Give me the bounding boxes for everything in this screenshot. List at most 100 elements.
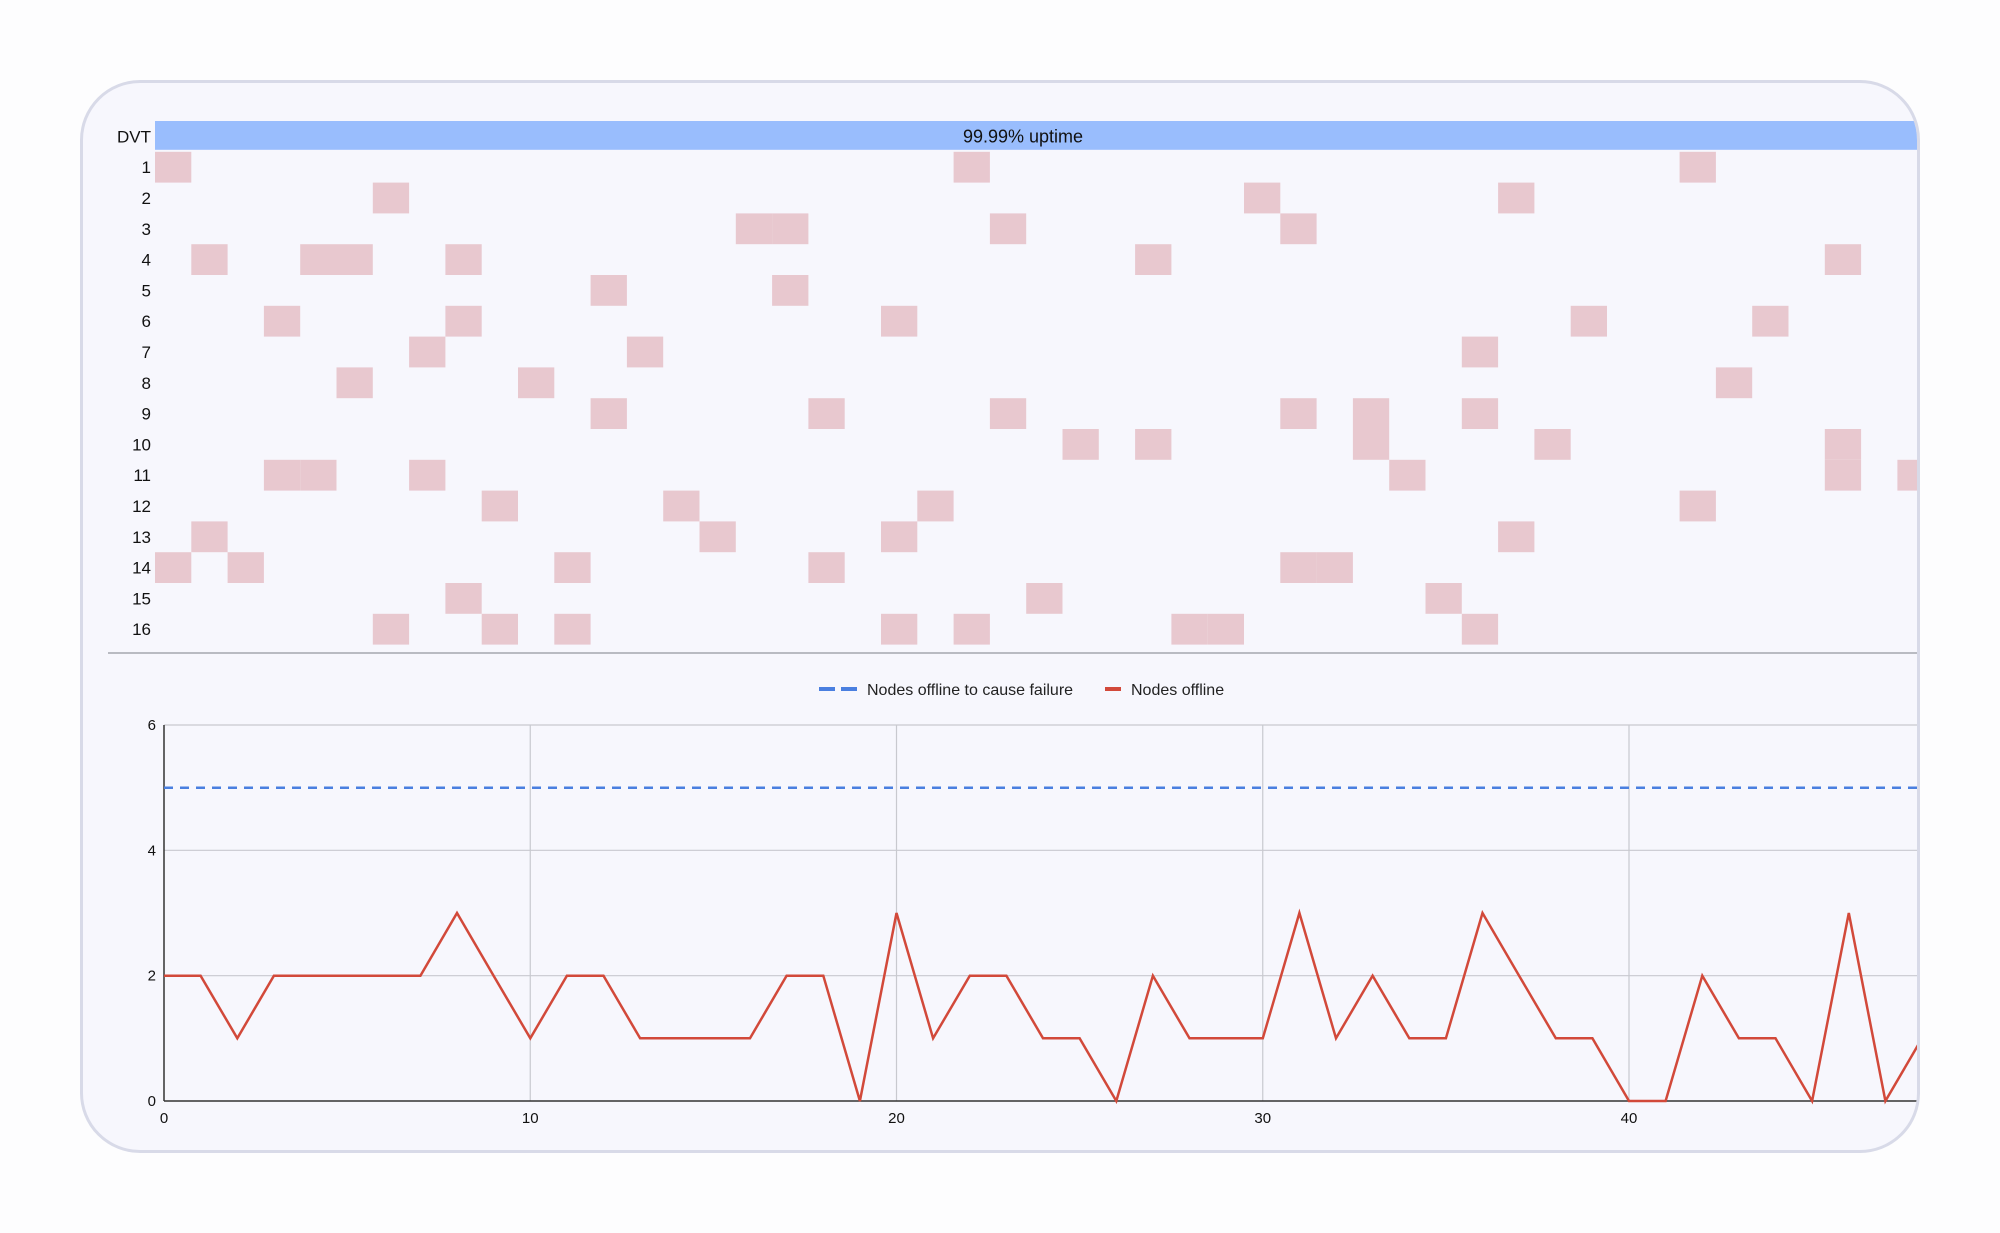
offline-cell — [1352, 398, 1390, 429]
offline-cell — [227, 552, 264, 583]
x-tick-label: 0 — [160, 1110, 168, 1127]
offline-cell — [735, 213, 773, 245]
offline-cell — [1679, 490, 1716, 522]
offline-cell — [155, 151, 192, 183]
offline-cell — [1824, 429, 1862, 460]
offline-cell — [1679, 151, 1716, 183]
y-tick-label: 2 — [148, 968, 156, 985]
node-row-label: 13 — [132, 528, 151, 547]
offline-cell — [263, 305, 301, 337]
offline-cell — [1498, 521, 1535, 553]
offline-cell — [699, 521, 736, 553]
summary-row-label: DVT — [117, 127, 151, 146]
offline-cell — [808, 398, 845, 429]
offline-cell — [1824, 244, 1862, 275]
offline-cell — [1244, 182, 1281, 214]
offline-cell — [1280, 213, 1317, 245]
node-row-label: 1 — [142, 158, 151, 177]
offline-cell — [409, 336, 446, 368]
y-tick-label: 4 — [148, 842, 156, 859]
x-tick-label: 40 — [1621, 1110, 1638, 1127]
nodes-offline-line-chart: 0 2 4 6 0 10 20 30 40 — [148, 717, 1917, 1127]
offline-cell — [518, 367, 555, 399]
node-row-label: 3 — [142, 220, 151, 239]
legend-label: Nodes offline — [1131, 682, 1224, 699]
legend: Nodes offline to cause failure Nodes offl… — [819, 682, 1224, 699]
offline-cell — [481, 490, 518, 522]
offline-cell — [1570, 305, 1607, 337]
offline-cell — [953, 151, 990, 183]
offline-cell — [626, 336, 664, 368]
node-row-label: 2 — [142, 189, 151, 208]
node-row-label: 4 — [142, 251, 151, 270]
offline-cell — [881, 521, 918, 553]
offline-cell — [989, 213, 1027, 245]
legend-label: Nodes offline to cause failure — [867, 682, 1073, 699]
offline-cell — [808, 552, 845, 583]
offline-cell — [1534, 429, 1571, 460]
offline-cell — [881, 613, 918, 645]
offline-cell — [1389, 459, 1426, 491]
offline-cell — [772, 275, 809, 306]
offline-cell — [1461, 613, 1499, 645]
offline-cell — [300, 459, 337, 491]
y-tick-label: 6 — [148, 717, 156, 734]
nodes-offline-line — [164, 908, 1917, 1105]
x-tick-label: 10 — [522, 1110, 539, 1127]
offline-cell — [481, 613, 518, 645]
node-row-label: 11 — [133, 466, 151, 485]
offline-cell — [372, 613, 410, 645]
node-row-label: 8 — [142, 374, 151, 393]
offline-cell — [772, 213, 809, 245]
offline-cell — [1135, 429, 1172, 460]
offline-cell — [1752, 305, 1789, 337]
offline-cell — [191, 521, 228, 553]
node-row-label: 5 — [142, 281, 151, 300]
offline-cell — [1135, 244, 1172, 275]
offline-cell — [663, 490, 700, 522]
offline-cell — [1280, 398, 1317, 429]
uptime-chart: DVT 99.99% uptime12345678910111213141516 … — [108, 121, 1917, 1127]
uptime-text: 99.99% uptime — [963, 126, 1083, 146]
chart-card: DVT 99.99% uptime 1 2 3 4 5 6 7 8 9 10 11 12 13 14 15 16 … — [80, 80, 1920, 1153]
offline-cell — [300, 244, 337, 275]
offline-cell — [590, 398, 627, 429]
offline-cell — [989, 398, 1027, 429]
node-row-label: 14 — [132, 559, 151, 578]
offline-cell — [1461, 398, 1499, 429]
offline-cell — [554, 613, 591, 645]
offline-cell — [336, 367, 373, 399]
offline-cell — [1026, 583, 1063, 614]
node-row-label: 10 — [132, 435, 151, 454]
offline-cell — [372, 182, 410, 214]
node-row-label: 16 — [132, 620, 151, 639]
offline-cell — [1498, 182, 1535, 214]
offline-cell — [1824, 459, 1862, 491]
offline-cell — [1897, 459, 1917, 491]
offline-cell — [336, 244, 373, 275]
node-row-label: 15 — [132, 589, 151, 608]
offline-cell — [1461, 336, 1499, 368]
x-tick-label: 30 — [1254, 1110, 1271, 1127]
offline-cell — [1171, 613, 1208, 645]
node-row-label: 6 — [142, 312, 151, 331]
offline-cell — [881, 305, 918, 337]
offline-cell — [445, 305, 482, 337]
offline-cell — [1062, 429, 1099, 460]
y-tick-label: 0 — [148, 1093, 156, 1110]
offline-cell — [1316, 552, 1353, 583]
x-tick-label: 20 — [888, 1110, 905, 1127]
offline-cell — [1280, 552, 1317, 583]
offline-cell — [1352, 429, 1390, 460]
node-row-label: 12 — [132, 497, 151, 516]
node-row-label: 7 — [142, 343, 151, 362]
summary-uptime-bar — [155, 121, 1917, 150]
offline-cell — [554, 552, 591, 583]
offline-cell — [1207, 613, 1244, 645]
offline-cell — [263, 459, 301, 491]
offline-cell — [953, 613, 990, 645]
node-row-label: 9 — [142, 405, 151, 424]
offline-cell — [409, 459, 446, 491]
offline-cell — [155, 552, 192, 583]
